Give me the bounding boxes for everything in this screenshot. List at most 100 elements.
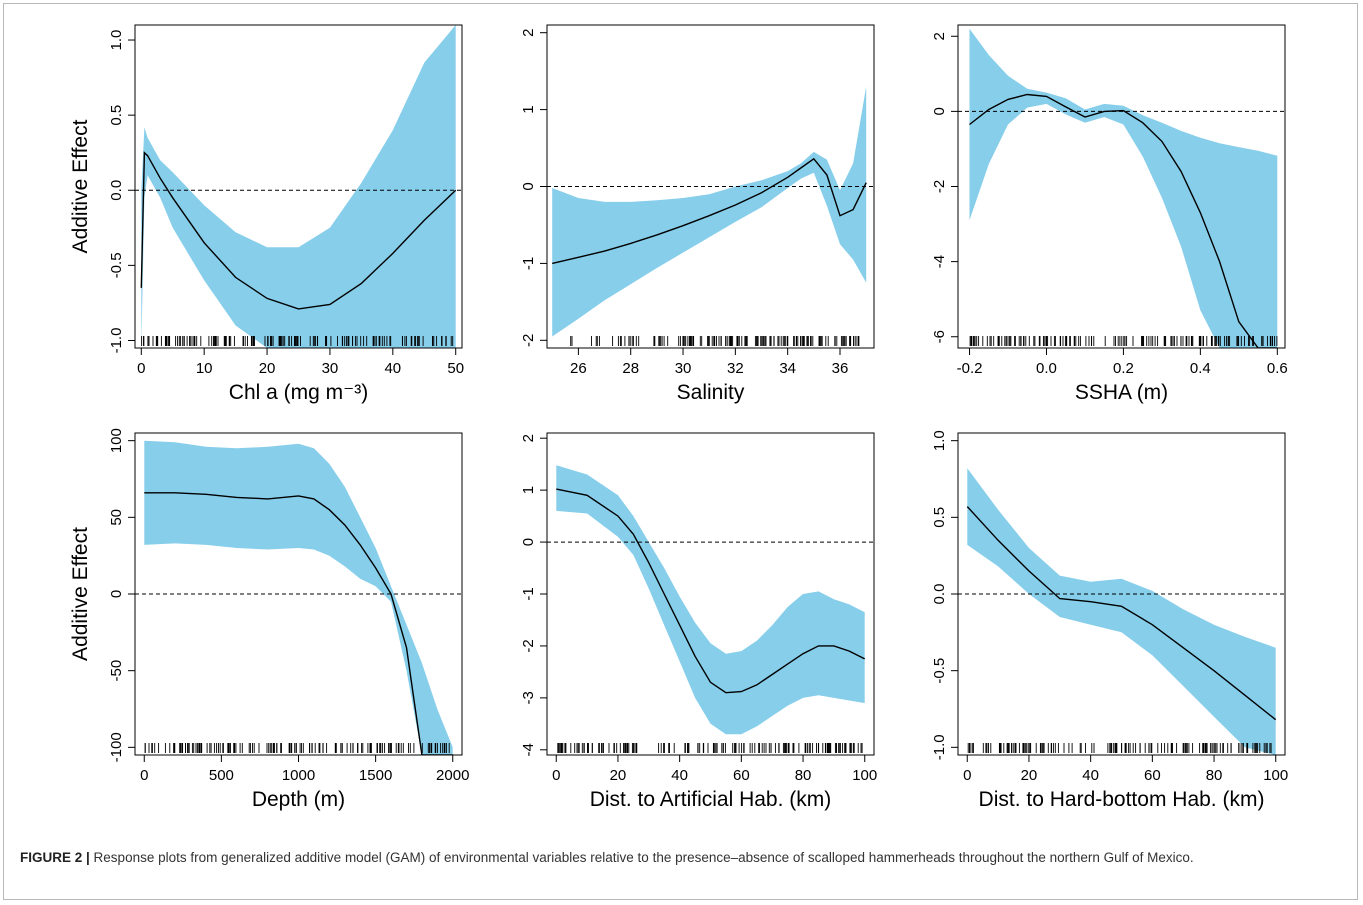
x-tick-label: 10 bbox=[196, 360, 213, 377]
panel-5: 0 20 40 60 80 100 -4 -3 -2 -1 0 1 2 Dist. to Artifici… bbox=[520, 432, 877, 811]
y-tick-label: 1.0 bbox=[108, 30, 125, 51]
rug-ticks bbox=[141, 336, 454, 346]
x-tick-label: 2000 bbox=[436, 767, 469, 784]
y-axis-title: Additive Effect bbox=[69, 527, 92, 661]
caption-text: Response plots from generalized additive… bbox=[89, 850, 1194, 865]
y-tick-label: 100 bbox=[108, 428, 125, 453]
y-tick-label: 0 bbox=[520, 182, 537, 190]
x-tick-label: 100 bbox=[1263, 767, 1288, 784]
y-tick-label: 1 bbox=[520, 105, 537, 113]
x-tick-label: 500 bbox=[209, 767, 234, 784]
x-tick-label: 20 bbox=[259, 360, 276, 377]
panel-3: -0.2 0.0 0.2 0.4 0.6 -6 -4 -2 0 2 SSHA (m) bbox=[931, 24, 1288, 404]
x-axis-title: Dist. to Hard-bottom Hab. (km) bbox=[979, 788, 1265, 811]
y-tick-label: 2 bbox=[520, 434, 537, 442]
y-tick-label: 0 bbox=[520, 538, 537, 546]
x-tick-label: 60 bbox=[1144, 767, 1161, 784]
y-tick-label: 1 bbox=[520, 486, 537, 494]
y-tick-label: 1.0 bbox=[931, 430, 948, 451]
y-tick-label: 0.5 bbox=[108, 105, 125, 126]
y-tick-label: 0 bbox=[931, 107, 948, 115]
y-tick-label: -0.5 bbox=[108, 252, 125, 278]
x-tick-label: 0.4 bbox=[1190, 360, 1211, 377]
rug-ticks bbox=[570, 336, 860, 346]
confidence-band bbox=[969, 28, 1278, 349]
x-tick-label: 100 bbox=[852, 767, 877, 784]
x-tick-label: 26 bbox=[570, 360, 587, 377]
plot-frame bbox=[134, 24, 463, 349]
y-tick-label: 0.0 bbox=[108, 180, 125, 201]
x-tick-label: 20 bbox=[610, 767, 627, 784]
confidence-band bbox=[552, 86, 867, 337]
panel-1: 0 10 20 30 40 50 -1.0 -0.5 0.0 0.5 1.0 Chl a (mg m⁻… bbox=[69, 24, 464, 404]
x-tick-label: 40 bbox=[384, 360, 401, 377]
panel-4: 0 500 1000 1500 2000 -100 -50 0 50 100 Depth (m) Ad… bbox=[69, 428, 469, 811]
x-tick-label: 32 bbox=[727, 360, 744, 377]
y-tick-label: 2 bbox=[931, 32, 948, 40]
x-tick-label: 0 bbox=[140, 767, 148, 784]
x-tick-label: 50 bbox=[447, 360, 464, 377]
x-tick-label: 30 bbox=[322, 360, 339, 377]
y-tick-label: 2 bbox=[520, 29, 537, 37]
y-tick-label: -1 bbox=[520, 587, 537, 600]
y-tick-label: -4 bbox=[520, 743, 537, 756]
y-tick-label: -3 bbox=[520, 691, 537, 704]
confidence-band bbox=[967, 468, 1276, 755]
figure-caption: FIGURE 2 | Response plots from generaliz… bbox=[20, 848, 1340, 868]
rug-ticks bbox=[967, 743, 1272, 753]
y-tick-label: 0.5 bbox=[931, 507, 948, 528]
y-tick-label: -0.5 bbox=[931, 658, 948, 684]
x-tick-label: 20 bbox=[1021, 767, 1038, 784]
panel-6: 0 20 40 60 80 100 -1.0 -0.5 0.0 0.5 1.0 Dist. to Ha… bbox=[931, 430, 1288, 811]
x-axis-title: Chl a (mg m⁻³) bbox=[229, 381, 368, 404]
y-tick-label: -2 bbox=[931, 180, 948, 193]
fitted-curve bbox=[140, 151, 457, 310]
x-tick-label: 0 bbox=[963, 767, 971, 784]
fitted-curve bbox=[966, 506, 1277, 721]
fitted-curve bbox=[556, 488, 866, 694]
x-tick-label: 0.6 bbox=[1267, 360, 1288, 377]
x-axis-title: SSHA (m) bbox=[1075, 381, 1168, 404]
x-tick-label: -0.2 bbox=[957, 360, 983, 377]
y-axis-title: Additive Effect bbox=[69, 119, 92, 253]
y-tick-label: 0.0 bbox=[931, 584, 948, 605]
x-tick-label: 80 bbox=[795, 767, 812, 784]
rug-ticks bbox=[557, 743, 863, 753]
fitted-curve bbox=[144, 492, 453, 755]
rug-ticks bbox=[144, 743, 450, 753]
confidence-band bbox=[144, 440, 453, 755]
y-tick-label: -1.0 bbox=[108, 328, 125, 354]
y-tick-label: -2 bbox=[520, 639, 537, 652]
x-axis-title: Salinity bbox=[677, 381, 745, 404]
x-tick-label: 0.2 bbox=[1113, 360, 1134, 377]
x-axis-title: Depth (m) bbox=[252, 788, 345, 811]
x-tick-label: 60 bbox=[733, 767, 750, 784]
confidence-band bbox=[556, 465, 865, 735]
x-tick-label: 30 bbox=[675, 360, 692, 377]
panel-2: 26 28 30 32 34 36 -2 -1 0 1 2 Salinity bbox=[520, 24, 875, 404]
fitted-curve bbox=[552, 157, 867, 265]
x-tick-label: 0 bbox=[137, 360, 145, 377]
y-tick-label: -4 bbox=[931, 255, 948, 268]
fitted-curve bbox=[969, 93, 1278, 348]
rug-ticks bbox=[969, 336, 1278, 346]
y-tick-label: -100 bbox=[108, 732, 125, 762]
x-tick-label: 1500 bbox=[359, 767, 392, 784]
x-tick-label: 34 bbox=[779, 360, 796, 377]
caption-label: FIGURE 2 | bbox=[20, 850, 90, 865]
y-tick-label: 0 bbox=[108, 590, 125, 598]
x-tick-label: 0 bbox=[552, 767, 560, 784]
x-tick-label: 0.0 bbox=[1036, 360, 1057, 377]
confidence-band bbox=[141, 25, 456, 348]
x-tick-label: 40 bbox=[671, 767, 688, 784]
y-tick-label: -50 bbox=[108, 660, 125, 682]
y-tick-label: 50 bbox=[108, 509, 125, 526]
y-tick-label: -2 bbox=[520, 334, 537, 347]
y-tick-label: -1.0 bbox=[931, 734, 948, 760]
x-tick-label: 40 bbox=[1082, 767, 1099, 784]
x-tick-label: 28 bbox=[622, 360, 639, 377]
x-tick-label: 36 bbox=[832, 360, 849, 377]
y-tick-label: -6 bbox=[931, 330, 948, 343]
x-tick-label: 80 bbox=[1206, 767, 1223, 784]
